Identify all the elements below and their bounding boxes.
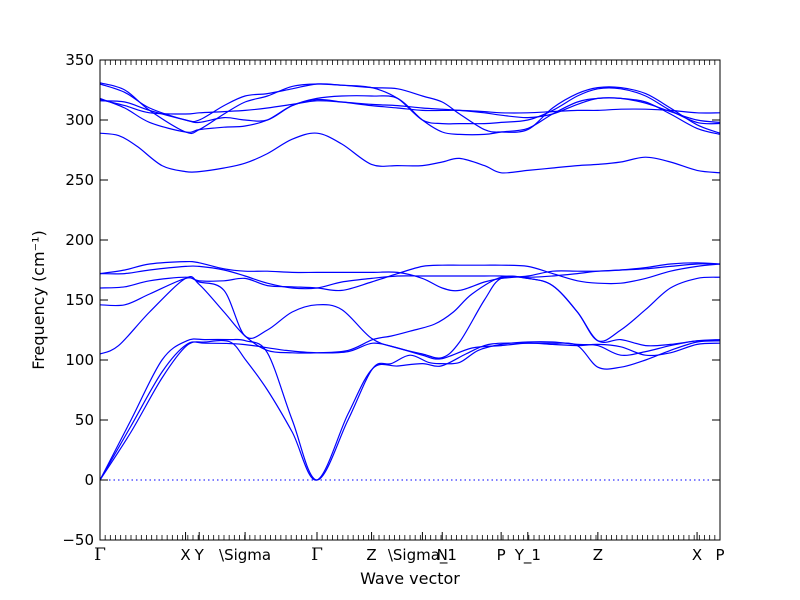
phonon-band-4	[99, 275, 721, 355]
x-tick-label: Z	[593, 546, 603, 564]
phonon-band-9	[99, 132, 721, 174]
x-tick-label: Z	[366, 546, 376, 564]
x-tick-label: X	[180, 546, 190, 564]
phonon-band-8	[99, 263, 721, 290]
y-tick-label: 300	[65, 111, 94, 129]
phonon-band-10	[99, 97, 721, 133]
y-tick-label: 0	[84, 471, 94, 489]
x-tick-label: \Sigma	[219, 546, 271, 564]
x-axis: Γ X Y \Sigma Γ Z \Sigma_1N P Y_1 Z X P	[94, 60, 725, 565]
y-tick-label: 250	[65, 171, 94, 189]
x-tick-label: N	[437, 546, 448, 564]
y-axis-label: Frequency (cm⁻¹)	[29, 230, 48, 369]
y-axis: −50 0 50 100 150 200 250 300 350	[62, 51, 720, 549]
x-tick-label: X	[692, 546, 702, 564]
x-tick-label: P	[497, 546, 506, 564]
y-tick-label: 100	[65, 351, 94, 369]
series-layer	[99, 82, 721, 481]
y-tick-label: 50	[75, 411, 94, 429]
y-tick-label: 150	[65, 291, 94, 309]
phonon-band-14	[99, 95, 721, 136]
phonon-band-2	[99, 338, 721, 481]
y-tick-label: 200	[65, 231, 94, 249]
phonon-band-13	[99, 83, 721, 134]
x-tick-label: Y	[194, 546, 205, 564]
phonon-band-6	[99, 263, 721, 292]
y-tick-label: −50	[62, 531, 94, 549]
phonon-band-1	[99, 341, 721, 481]
x-tick-label: \Sigma_1	[388, 546, 457, 565]
x-tick-label: Γ	[311, 545, 323, 565]
x-tick-label: Γ	[94, 545, 106, 565]
x-tick-label: P	[715, 546, 724, 564]
phonon-band-3	[99, 339, 721, 481]
x-axis-label: Wave vector	[360, 569, 460, 588]
phonon-band-5	[99, 275, 721, 359]
y-tick-label: 350	[65, 51, 94, 69]
x-tick-label: Y_1	[514, 546, 541, 565]
